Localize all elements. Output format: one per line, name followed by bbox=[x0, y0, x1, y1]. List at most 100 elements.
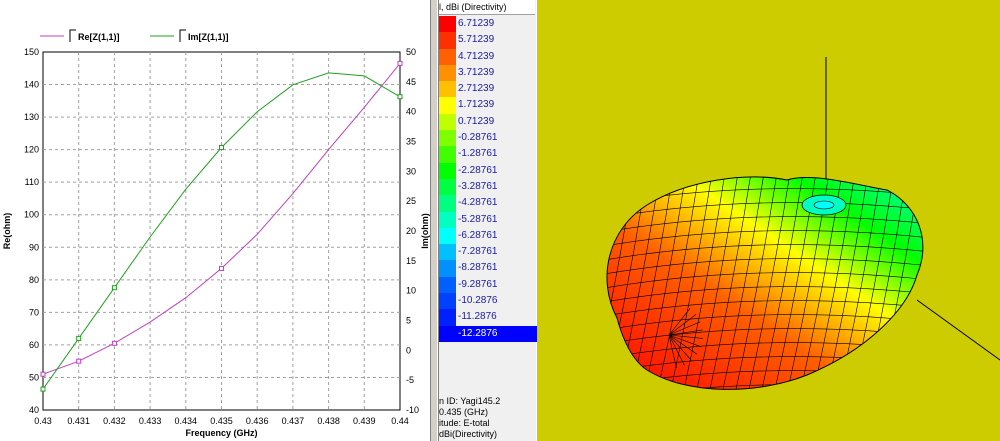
radiation-pattern-plot[interactable] bbox=[537, 0, 1000, 441]
legend-level[interactable]: -2.28761 bbox=[439, 162, 535, 179]
data-point-marker bbox=[397, 60, 403, 66]
legend-level-label: -1.28761 bbox=[458, 148, 498, 160]
legend-level[interactable]: -9.28761 bbox=[439, 276, 535, 294]
legend-scale: 6.71239 5.71239 4.71239 3.71239 2.71239 1.712… bbox=[439, 16, 537, 342]
x-tick-label: 0.432 bbox=[103, 416, 126, 426]
legend-swatch bbox=[439, 325, 456, 342]
y2-tick-label: 35 bbox=[406, 137, 416, 147]
y2-tick-label: 30 bbox=[406, 166, 416, 176]
legend-swatch bbox=[439, 97, 456, 114]
data-point-marker bbox=[219, 265, 224, 271]
y-axis-label: Re(ohm) bbox=[2, 213, 12, 250]
legend-level[interactable]: -10.2876 bbox=[439, 293, 535, 310]
legend-level-label: -5.28761 bbox=[458, 213, 498, 225]
info-line: dBi(Directivity) bbox=[439, 429, 498, 439]
legend-level-label: 0.71239 bbox=[458, 115, 495, 127]
feed-mesh-line bbox=[668, 321, 701, 336]
data-point-marker bbox=[76, 358, 82, 364]
impedance-chart-panel: 0.43 0.431 0.432 0.433 0.434 0.435 0.436 0.437 0… bbox=[0, 0, 430, 441]
legend-title: l, dBi (Directivity) bbox=[439, 0, 535, 15]
legend-swatch bbox=[439, 211, 456, 228]
legend-level-label: 5.71239 bbox=[458, 34, 495, 46]
data-point-marker bbox=[111, 285, 117, 291]
feed-mesh-line bbox=[668, 334, 692, 361]
legend-swatch bbox=[439, 309, 456, 326]
y-tick-label: 60 bbox=[29, 340, 39, 350]
mesh-line bbox=[689, 177, 741, 390]
mesh-line bbox=[607, 384, 923, 390]
y2-tick-label: 0 bbox=[406, 345, 411, 355]
legend-level[interactable]: -4.28761 bbox=[439, 195, 535, 212]
legend-level-label: 1.71239 bbox=[458, 99, 495, 111]
legend-swatch bbox=[439, 48, 456, 65]
y-tick-label: 110 bbox=[25, 177, 39, 187]
legend-level-label: -0.28761 bbox=[458, 132, 498, 144]
info-line: itude: E-total bbox=[439, 418, 490, 428]
data-point-marker bbox=[397, 94, 403, 100]
feed-mesh-line bbox=[668, 334, 685, 366]
legend-level-label: -6.28761 bbox=[458, 229, 498, 241]
panel-splitter[interactable] bbox=[430, 0, 438, 441]
legend-swatch bbox=[439, 260, 456, 277]
legend-level-label: 6.71239 bbox=[458, 18, 495, 29]
mesh-line bbox=[547, 160, 597, 420]
legend-level[interactable]: 0.71239 bbox=[439, 113, 535, 131]
legend-swatch bbox=[439, 146, 456, 163]
legend-level[interactable]: -6.28761 bbox=[439, 227, 535, 245]
legend-level[interactable]: -3.28761 bbox=[439, 178, 535, 196]
y-tick-label: 100 bbox=[24, 210, 39, 220]
feed-mesh-line bbox=[668, 329, 703, 336]
x-tick-label: 0.431 bbox=[67, 416, 90, 426]
y2-tick-label: 15 bbox=[406, 256, 416, 266]
data-point-marker bbox=[76, 335, 82, 341]
legend-level-label: 3.71239 bbox=[458, 66, 495, 78]
legend-level[interactable]: -5.28761 bbox=[439, 211, 535, 228]
legend-swatch bbox=[439, 81, 456, 98]
legend-marker-icon bbox=[179, 29, 186, 42]
legend-level[interactable]: -12.2876 bbox=[439, 325, 537, 342]
impedance-chart: 0.43 0.431 0.432 0.433 0.434 0.435 0.436 0.437 0… bbox=[2, 29, 430, 438]
y2-tick-label: 40 bbox=[406, 107, 416, 117]
legend-level[interactable]: 1.71239 bbox=[439, 97, 535, 114]
legend-level[interactable]: -11.2876 bbox=[439, 309, 535, 326]
legend-level-label: -3.28761 bbox=[458, 180, 498, 192]
legend-swatch bbox=[439, 227, 456, 245]
mesh-line bbox=[607, 244, 923, 266]
legend-level[interactable]: -0.28761 bbox=[439, 130, 535, 147]
legend-level[interactable]: -8.28761 bbox=[439, 260, 535, 277]
mesh-line bbox=[607, 230, 923, 252]
radiation-pattern-3d-view[interactable] bbox=[537, 0, 1000, 441]
legend-level[interactable]: 6.71239 bbox=[439, 16, 535, 33]
legend-level[interactable]: 3.71239 bbox=[439, 64, 535, 82]
legend-level[interactable]: 2.71239 bbox=[439, 81, 535, 98]
feed-mesh-line bbox=[668, 314, 697, 336]
y2-tick-label: 45 bbox=[406, 77, 416, 87]
x-tick-label: 0.438 bbox=[317, 416, 340, 426]
plot-area bbox=[42, 51, 401, 411]
data-point-marker bbox=[40, 386, 46, 392]
feed-mesh-line bbox=[668, 334, 677, 369]
mesh-line bbox=[702, 177, 754, 390]
y2-tick-label: 20 bbox=[406, 226, 416, 236]
y-tick-label: 50 bbox=[29, 372, 39, 382]
legend-level[interactable]: 5.71239 bbox=[439, 32, 535, 49]
radiation-pattern-surface bbox=[606, 176, 924, 390]
x-tick-label: 0.437 bbox=[282, 416, 305, 426]
simulation-info: n ID: Yagi145.2 0.435 (GHz) itude: E-tot… bbox=[439, 396, 535, 440]
legend-level[interactable]: -1.28761 bbox=[439, 146, 535, 163]
y2-tick-label: -5 bbox=[406, 375, 414, 385]
legend-level-label: -7.28761 bbox=[458, 246, 498, 258]
y-tick-label: 90 bbox=[29, 242, 39, 252]
legend-swatch bbox=[439, 64, 456, 82]
mesh-line bbox=[607, 216, 923, 238]
data-point-marker bbox=[40, 371, 46, 377]
y-tick-label: 150 bbox=[24, 47, 39, 57]
legend-level[interactable]: -7.28761 bbox=[439, 244, 535, 261]
legend-level[interactable]: 4.71239 bbox=[439, 48, 535, 65]
legend-level-label: -11.2876 bbox=[458, 311, 497, 323]
feed-mesh-line bbox=[668, 308, 691, 336]
legend-series-label: Re[Z(1,1)] bbox=[78, 32, 120, 42]
y-tick-label: 130 bbox=[24, 112, 39, 122]
legend-swatch bbox=[439, 32, 456, 49]
y2-tick-label: 50 bbox=[406, 47, 416, 57]
